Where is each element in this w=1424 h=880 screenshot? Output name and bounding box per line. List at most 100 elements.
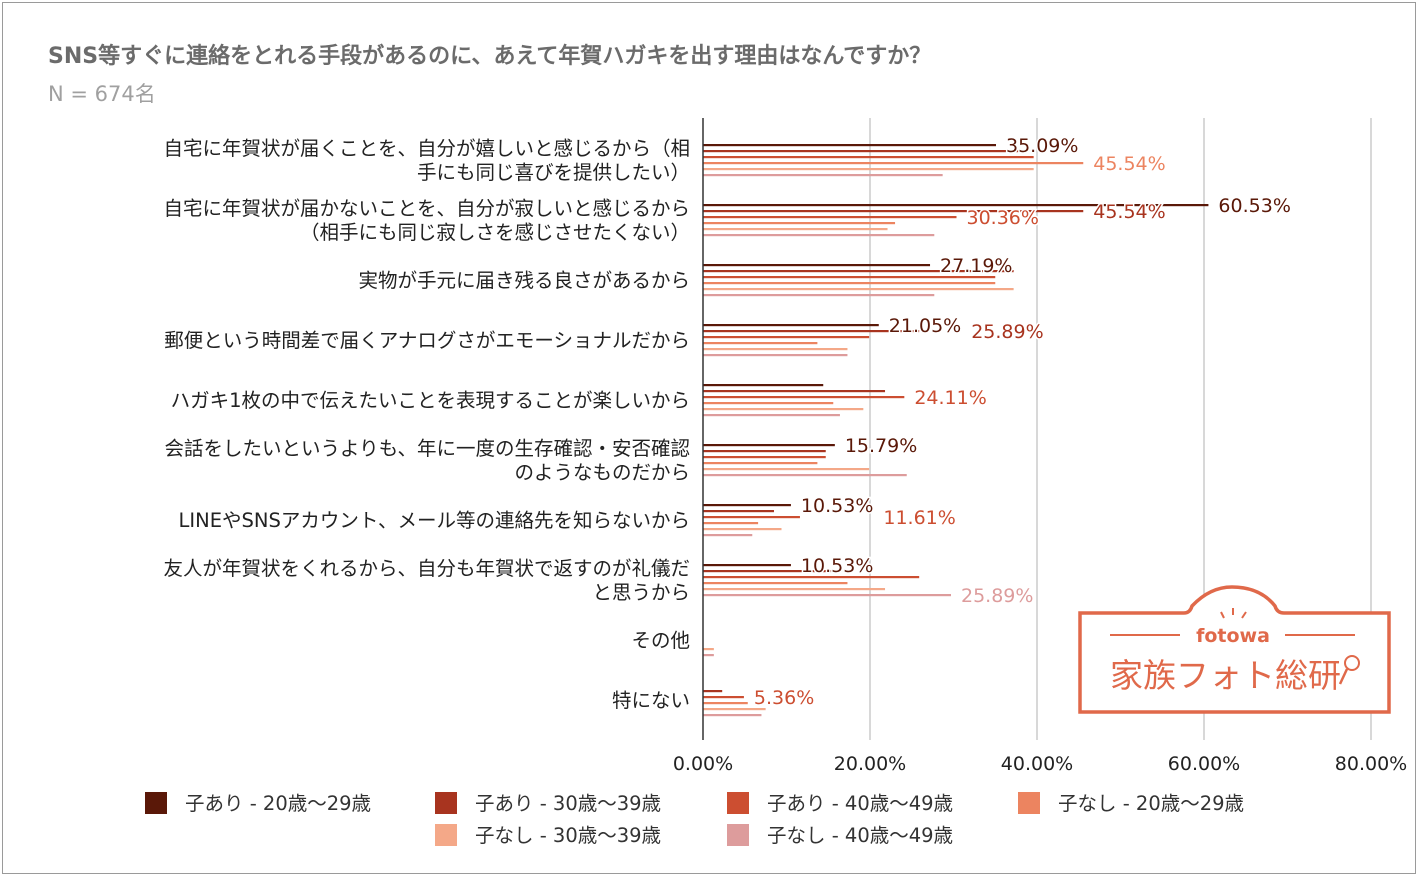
data-label: 5.36%: [754, 687, 814, 709]
category-label: 自宅に年賀状が届かないことを、自分が寂しいと感じるから: [163, 197, 690, 220]
magnifier-handle: [1338, 668, 1349, 685]
bar: [703, 402, 834, 405]
bar: [703, 204, 1209, 207]
bar: [703, 330, 920, 333]
fotowa-logo: fotowa 家族フォト総研: [1078, 585, 1391, 714]
logo-text-top: fotowa: [1196, 625, 1270, 647]
legend-swatch: [1018, 792, 1040, 814]
legend-swatch: [145, 792, 167, 814]
data-label: 60.53%: [1218, 195, 1290, 217]
category-label: 実物が手元に届き残る良さがあるから: [358, 269, 690, 292]
bar: [703, 270, 1014, 273]
data-label: 45.54%: [1093, 153, 1165, 175]
magnifier-icon: [1344, 655, 1360, 671]
logo-decoration: [1220, 611, 1225, 619]
data-label: 24.11%: [914, 387, 986, 409]
bar: [703, 390, 886, 393]
bar: [703, 324, 879, 327]
bar: [703, 594, 951, 597]
bar: [703, 336, 870, 339]
bar: [703, 408, 864, 411]
data-label: 15.79%: [845, 435, 917, 457]
bar: [703, 162, 1084, 165]
logo-text-main: 家族フォト総研: [1110, 656, 1341, 695]
bar: [703, 414, 840, 417]
category-label: LINEやSNSアカウント、メール等の連絡先を知らないから: [179, 509, 690, 532]
bar: [703, 456, 826, 459]
category-label: ハガキ1枚の中で伝えたいことを表現することが楽しいから: [171, 389, 690, 412]
bar: [703, 354, 848, 357]
bar: [703, 174, 943, 177]
bar: [703, 714, 762, 717]
bar: [703, 216, 957, 219]
bar: [703, 168, 1034, 171]
data-label: 30.36%: [967, 207, 1039, 229]
bar: [703, 582, 848, 585]
bar: [703, 234, 935, 237]
bar: [703, 294, 935, 297]
category-label: のようなものだから: [514, 461, 690, 484]
data-label: 45.54%: [1093, 201, 1165, 223]
bar: [703, 282, 996, 285]
chart-subtitle: N = 674名: [48, 82, 156, 106]
data-label: 21.05%: [889, 315, 961, 337]
x-tick-label: 60.00%: [1168, 753, 1240, 775]
bar: [703, 210, 1084, 213]
category-label: 自宅に年賀状が届くことを、自分が嬉しいと感じるから（相: [163, 137, 690, 160]
category-label: と思うから: [592, 581, 690, 604]
category-label: 会話をしたいというよりも、年に一度の生存確認・安否確認: [164, 437, 690, 460]
bar: [703, 708, 766, 711]
bar: [703, 510, 774, 513]
bar: [703, 576, 920, 579]
legend-swatch: [727, 792, 749, 814]
bar: [703, 516, 800, 519]
bar: [703, 384, 824, 387]
legend-label: 子あり - 40歳〜49歳: [767, 792, 953, 815]
bar: [703, 150, 1026, 153]
bar: [703, 228, 888, 231]
bar: [703, 450, 826, 453]
bar: [703, 276, 996, 279]
bar: [703, 696, 744, 699]
logo-frame: [1078, 585, 1391, 714]
legend-swatch: [435, 792, 457, 814]
bar: [703, 144, 997, 147]
x-tick-label: 0.00%: [673, 753, 733, 775]
chart-title: SNS等すぐに連絡をとれる手段があるのに、あえて年賀ハガキを出す理由はなんですか…: [48, 44, 932, 69]
legend-label: 子あり - 20歳〜29歳: [185, 792, 371, 815]
bar: [703, 462, 818, 465]
category-label: 特にない: [612, 689, 690, 712]
data-label: 10.53%: [801, 555, 873, 577]
category-label: 手にも同じ喜びを提供したい）: [417, 161, 690, 184]
legend-label: 子あり - 30歳〜39歳: [475, 792, 661, 815]
data-label: 11.61%: [883, 507, 955, 529]
legend-label: 子なし - 40歳〜49歳: [767, 824, 953, 847]
bar: [703, 396, 905, 399]
bar: [703, 534, 753, 537]
x-tick-label: 20.00%: [834, 753, 906, 775]
bar: [703, 444, 835, 447]
bar: [703, 522, 759, 525]
bar: [703, 690, 723, 693]
bar: [703, 564, 791, 567]
bar: [703, 288, 1014, 291]
bar: [703, 504, 791, 507]
data-label: 10.53%: [801, 495, 873, 517]
category-label: 友人が年賀状をくれるから、自分も年賀状で返すのが礼儀だ: [163, 557, 690, 580]
bar: [703, 570, 834, 573]
bar: [703, 348, 848, 351]
bar: [703, 654, 714, 657]
category-label: 郵便という時間差で届くアナログさがエモーショナルだから: [164, 329, 690, 352]
x-tick-label: 40.00%: [1001, 753, 1073, 775]
bar: [703, 528, 782, 531]
bar: [703, 468, 870, 471]
bar: [703, 648, 714, 651]
data-label: 25.89%: [961, 585, 1033, 607]
bar: [703, 342, 818, 345]
x-tick-label: 80.00%: [1335, 753, 1407, 775]
bar: [703, 156, 1034, 159]
data-label: 35.09%: [1006, 135, 1078, 157]
logo-decoration: [1241, 611, 1247, 619]
bar: [703, 702, 748, 705]
